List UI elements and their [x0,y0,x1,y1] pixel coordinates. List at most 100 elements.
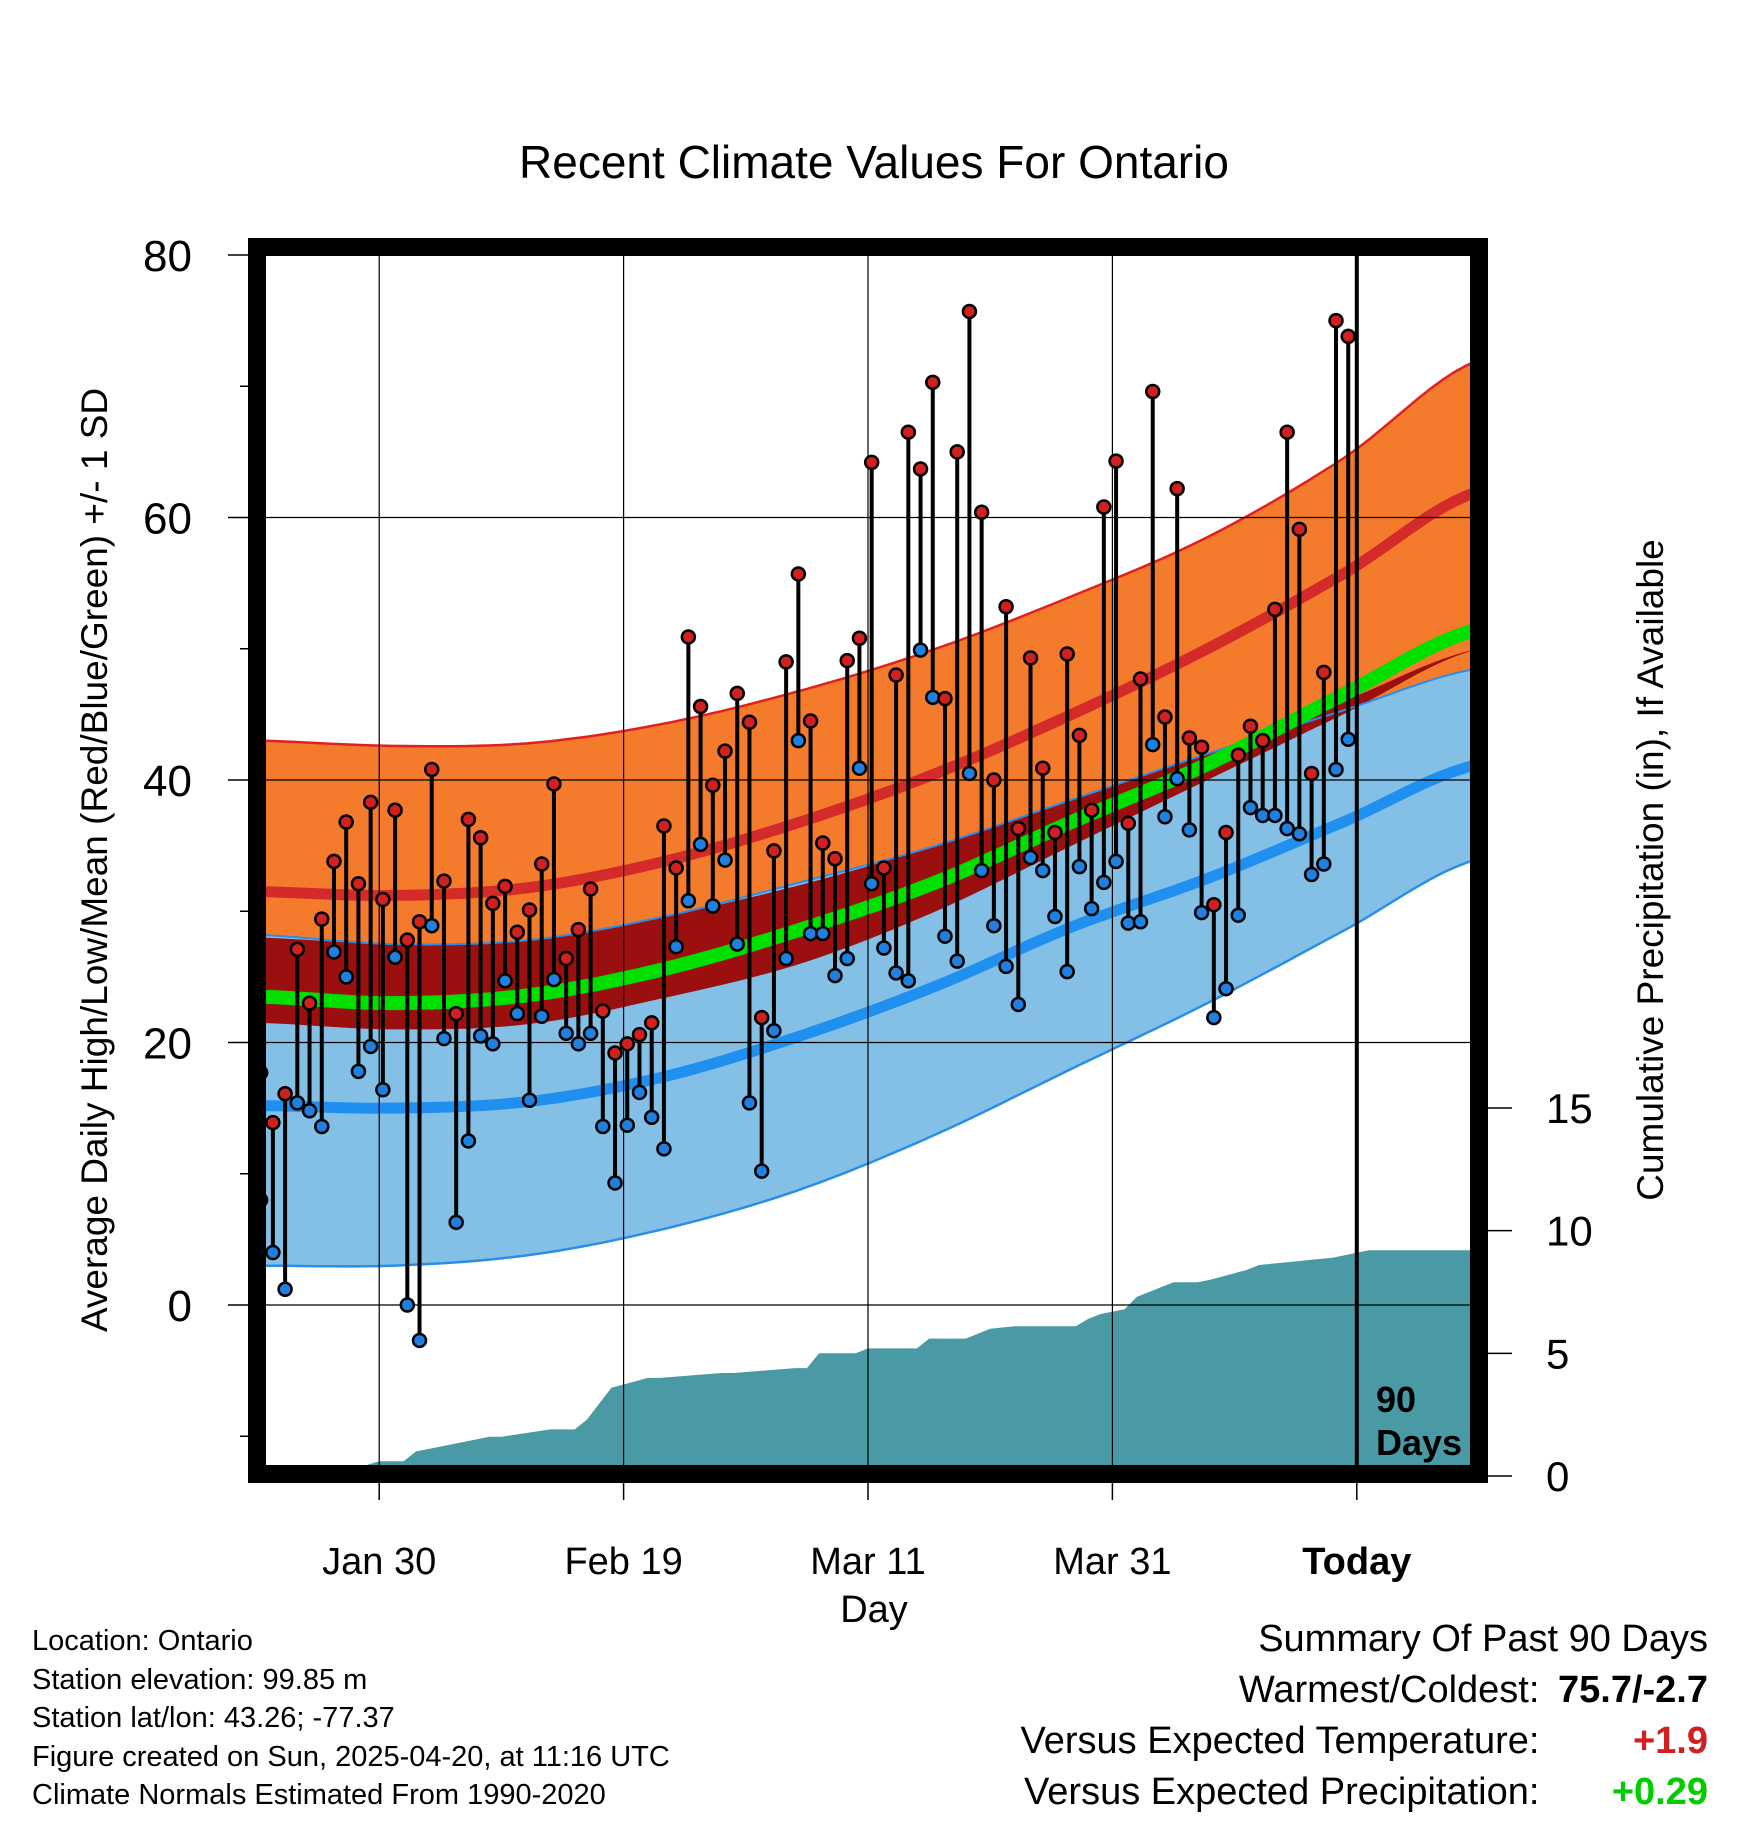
daily-low-point [1328,761,1344,778]
daily-high-point [1303,765,1320,782]
daily-low-point [277,1281,293,1297]
daily-low-point [1218,980,1234,997]
daily-high-point [595,1003,611,1019]
daily-high-point [729,685,745,702]
y2-tick-label: 5 [1546,1330,1569,1377]
daily-low-point [668,938,684,955]
daily-low-point [839,950,855,967]
location-text: Location: Ontario [32,1625,253,1657]
summary-panel: Summary Of Past 90 Days Warmest/Coldest:… [1021,1614,1708,1818]
daily-high-point [631,1026,648,1043]
daily-low-point [1316,856,1332,872]
y-tick-label: 80 [143,232,192,281]
daily-low-point [1230,907,1247,923]
daily-high-point [1047,824,1063,841]
daily-high-point [692,698,709,715]
daily-high-point [815,835,831,851]
daily-high-point [1291,521,1308,538]
precip-delta-label: Versus Expected Precipitation: [1024,1771,1540,1813]
daily-high-point [1096,499,1112,515]
daily-high-point [1022,650,1039,666]
daily-high-point [961,303,978,320]
daily-low-point [815,925,831,942]
daily-high-point [973,504,990,520]
daily-high-point [705,777,721,793]
daily-high-point [607,1045,623,1061]
daily-high-point [790,566,807,582]
daily-high-point [497,878,513,895]
daily-low-point [925,689,941,706]
y2-axis-label: Cumulative Precipitation (in), If Availa… [1630,539,1671,1201]
daily-high-point [1230,747,1247,763]
daily-high-point [485,895,501,912]
daily-low-point [1193,904,1210,921]
daily-high-point [375,891,391,908]
daily-low-point [998,958,1014,975]
daily-high-point [888,667,904,683]
daily-high-point [717,743,733,759]
daily-low-point [582,1025,599,1042]
daily-high-point [912,461,929,477]
daily-high-point [460,811,477,828]
daily-high-point [680,629,697,645]
daily-low-point [827,967,843,984]
daily-high-point [766,843,782,859]
daily-high-point [986,772,1002,788]
daily-high-point [827,851,843,867]
daily-low-point [876,940,892,956]
daily-low-point [423,917,440,934]
precipitation-area [296,1250,1479,1474]
daily-low-point [1279,820,1295,837]
daily-high-point [1340,328,1356,345]
daily-high-point [1108,453,1124,469]
daily-high-point [1254,732,1271,749]
daily-high-point [1120,815,1137,832]
x-tick-label: Feb 19 [564,1541,682,1583]
x-tick-label: Mar 11 [810,1541,925,1583]
daily-high-point [778,654,794,670]
daily-high-point [1267,601,1283,618]
daily-low-point [1108,853,1124,870]
daily-high-point [656,818,672,834]
daily-low-point [949,953,965,969]
daily-low-point [485,1036,501,1052]
y-tick-label: 40 [143,757,192,806]
daily-high-point [399,932,416,948]
daily-low-point [1340,731,1356,748]
daily-low-point [900,973,917,989]
daily-high-point [289,941,306,958]
daily-high-point [1071,727,1088,744]
x-axis: Jan 30 Feb 19 Mar 11 Mar 31 Today [322,1483,1411,1583]
y2-tick-label: 15 [1546,1085,1593,1132]
daily-low-point [1071,858,1088,875]
daily-low-point [1181,822,1198,838]
daily-low-point [680,893,697,909]
today-label-line1: 90 [1376,1379,1416,1420]
daily-low-point [1096,874,1112,891]
daily-high-point [863,454,880,471]
daily-low-point [1034,862,1051,879]
daily-low-point [643,1109,660,1126]
daily-high-point [900,424,917,440]
daily-high-point [1181,730,1198,746]
y-tick-label: 0 [168,1282,192,1331]
daily-low-point [546,971,562,988]
daily-low-point [1169,770,1185,787]
daily-high-point [570,921,587,938]
daily-low-point [362,1038,379,1055]
daily-low-point [888,965,904,981]
daily-low-point [1022,849,1039,866]
daily-low-point [1059,963,1075,980]
daily-high-point [387,802,403,818]
precip-delta-value: +0.29 [1611,1771,1708,1813]
y-tick-label: 20 [143,1020,192,1069]
daily-low-point [607,1175,623,1191]
high-sd-band [257,360,1479,945]
daily-high-point [546,776,562,792]
daily-low-point [595,1118,611,1135]
precip-area [296,1250,1479,1474]
daily-low-point [289,1095,306,1111]
daily-low-point [497,973,513,989]
daily-high-point [643,1015,660,1031]
daily-low-point [1291,826,1308,842]
